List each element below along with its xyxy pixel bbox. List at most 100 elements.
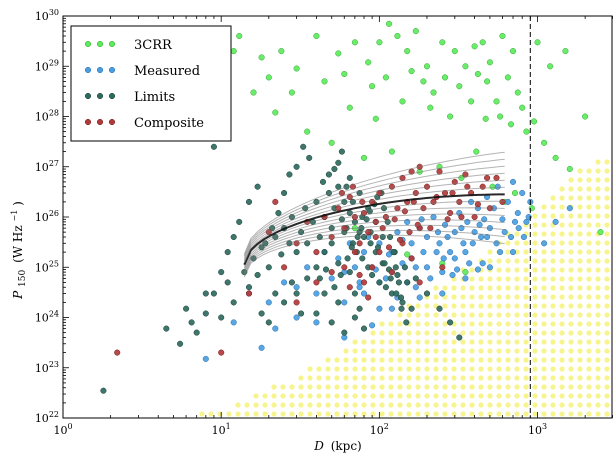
limit-band-dot (406, 366, 412, 372)
limit-band-dot (379, 339, 385, 345)
limit-band-dot (550, 258, 556, 264)
point-measured (441, 221, 449, 228)
point-measured (360, 290, 368, 297)
limit-band-dot (514, 258, 520, 264)
limit-band-dot (433, 366, 439, 372)
limit-band-dot (559, 393, 565, 399)
limit-band-dot (514, 375, 520, 381)
legend-marker-composite (108, 118, 116, 126)
limit-band-dot (388, 348, 394, 354)
limit-band-dot (478, 339, 484, 345)
point-measured (427, 275, 434, 282)
limit-band-dot (460, 375, 466, 381)
point-limits (344, 255, 351, 262)
legend-label-limits: Limits (134, 90, 175, 105)
point-3crr (372, 115, 379, 122)
point-limits (281, 299, 288, 306)
limit-band-dot (577, 348, 583, 354)
limit-band-dot (478, 303, 484, 309)
point-limits (412, 275, 419, 282)
limit-band-dot (523, 357, 529, 363)
limit-band-dot (514, 366, 520, 372)
limit-band-dot (568, 312, 574, 318)
point-measured (416, 294, 423, 301)
point-measured (423, 233, 431, 241)
point-limits (381, 260, 388, 267)
y-tick-label: 1030 (35, 8, 59, 23)
limit-band-dot (307, 384, 313, 390)
limit-band-dot (541, 348, 547, 354)
point-limits (341, 329, 348, 336)
point-limits (183, 305, 190, 312)
point-3crr (473, 148, 480, 155)
limit-band-dot (379, 348, 385, 354)
limit-band-dot (424, 366, 430, 372)
limit-band-dot (595, 240, 601, 246)
limit-band-dot (577, 186, 583, 192)
limit-band-dot (352, 375, 358, 381)
point-measured (304, 264, 311, 271)
point-limits (404, 279, 411, 286)
limit-band-dot (325, 375, 331, 381)
point-measured (474, 266, 481, 273)
point-3crr (489, 183, 496, 190)
limit-band-dot (532, 285, 538, 291)
limit-band-dot (469, 348, 475, 354)
limit-band-dot (478, 393, 484, 399)
point-measured (430, 213, 437, 221)
limit-band-dot (532, 366, 538, 372)
y-tick-label: 1029 (35, 58, 59, 73)
limit-band-dot (352, 357, 358, 363)
point-3crr (439, 39, 446, 46)
limit-band-dot (406, 357, 412, 363)
limit-band-dot (307, 375, 313, 381)
limit-band-dot (595, 267, 601, 273)
limit-band-dot (514, 312, 520, 318)
y-tick-label: 1026 (35, 209, 59, 224)
point-composite (376, 249, 383, 256)
limit-band-dot (604, 222, 610, 228)
limit-band-dot (487, 321, 493, 327)
point-3crr (482, 115, 489, 122)
point-measured (552, 218, 559, 225)
limit-band-dot (487, 366, 493, 372)
limit-band-dot (442, 312, 448, 318)
limit-band-dot (604, 357, 610, 363)
point-3crr (423, 63, 431, 70)
model-track-line (243, 158, 505, 257)
limit-band-dot (523, 303, 529, 309)
y-axis-label-close: ) (11, 201, 25, 206)
limit-band-dot (496, 393, 502, 399)
limit-band-dot (469, 402, 475, 408)
limit-band-dot (415, 411, 421, 417)
limit-band-dot (442, 402, 448, 408)
limit-band-dot (595, 204, 601, 210)
limit-band-dot (370, 411, 376, 417)
limit-band-dot (469, 303, 475, 309)
limit-band-dot (505, 276, 511, 282)
limit-band-dot (505, 240, 511, 246)
limit-band-dot (343, 402, 349, 408)
limit-band-dot (595, 411, 601, 417)
limit-band-dot (577, 168, 583, 174)
limit-band-dot (577, 384, 583, 390)
point-3crr (562, 48, 569, 55)
limit-band-dot (424, 348, 430, 354)
limit-band-dot (370, 375, 376, 381)
point-composite (439, 264, 446, 271)
limit-band-dot (604, 258, 610, 264)
point-limits (163, 325, 170, 332)
point-measured (501, 229, 508, 236)
limit-band-dot (559, 303, 565, 309)
point-limits (447, 319, 454, 326)
limit-band-dot (595, 402, 601, 408)
limit-band-dot (316, 366, 322, 372)
legend-marker-3crr (108, 40, 116, 48)
point-limits (258, 310, 265, 317)
point-measured (499, 216, 506, 223)
point-limits (398, 305, 405, 312)
point-3crr (236, 32, 243, 40)
limit-band-dot (487, 339, 493, 345)
limit-band-dot (442, 339, 448, 345)
limit-band-dot (568, 357, 574, 363)
